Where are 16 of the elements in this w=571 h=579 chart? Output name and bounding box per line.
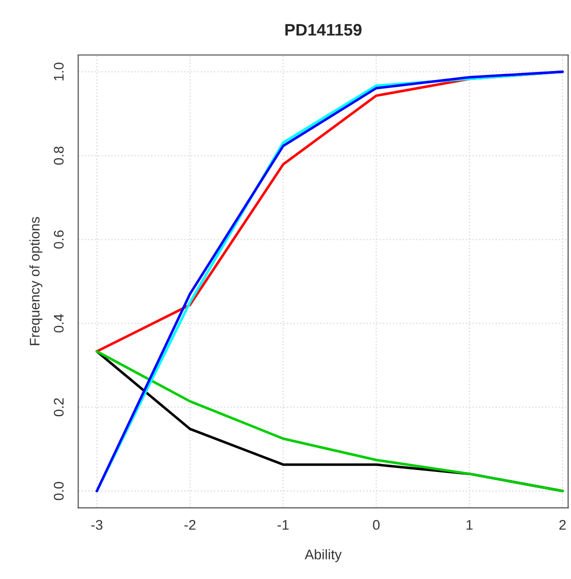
x-tick-label: 1 [466, 520, 473, 530]
y-tick-label: 1.0 [54, 62, 64, 80]
y-axis-title: Frequency of options [29, 217, 42, 346]
x-tick-label: 2 [559, 520, 566, 530]
y-tick-label: 0.4 [54, 314, 64, 332]
chart-title: PD141159 [285, 24, 362, 36]
x-tick-label: -1 [278, 520, 289, 530]
line-series [96, 350, 564, 492]
y-tick-label: 0.2 [54, 398, 64, 416]
y-tick-label: 0.6 [54, 230, 64, 249]
x-tick-label: -3 [91, 520, 102, 530]
x-axis-title: Ability [304, 549, 342, 562]
y-tick-label: 0.0 [54, 482, 64, 500]
x-tick-label: 0 [372, 520, 380, 530]
x-tick-label: -2 [184, 520, 196, 530]
y-tick-label: 0.8 [54, 146, 64, 165]
